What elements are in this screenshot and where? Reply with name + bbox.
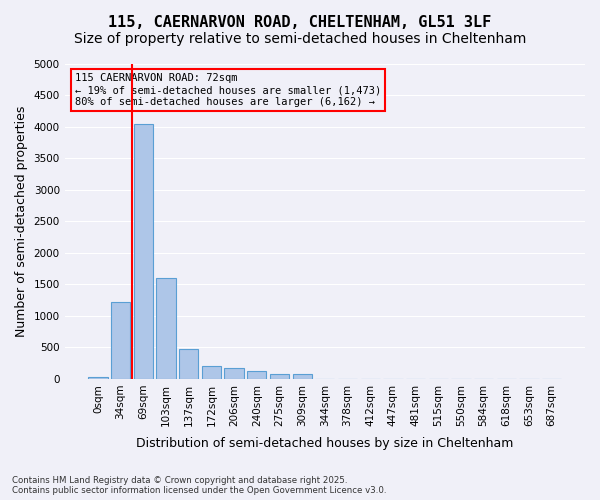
Bar [157,278,176,379]
Bar [224,368,244,379]
Bar [293,374,312,379]
Bar [247,372,266,379]
Bar [88,377,107,379]
Bar [134,124,153,379]
Text: Size of property relative to semi-detached houses in Cheltenham: Size of property relative to semi-detach… [74,32,526,46]
X-axis label: Distribution of semi-detached houses by size in Cheltenham: Distribution of semi-detached houses by … [136,437,514,450]
Bar [111,302,130,379]
Text: 115, CAERNARVON ROAD, CHELTENHAM, GL51 3LF: 115, CAERNARVON ROAD, CHELTENHAM, GL51 3… [109,15,491,30]
Bar [270,374,289,379]
Bar [179,350,199,379]
Text: Contains HM Land Registry data © Crown copyright and database right 2025.
Contai: Contains HM Land Registry data © Crown c… [12,476,386,495]
Bar [202,366,221,379]
Text: 115 CAERNARVON ROAD: 72sqm
← 19% of semi-detached houses are smaller (1,473)
80%: 115 CAERNARVON ROAD: 72sqm ← 19% of semi… [75,74,382,106]
Y-axis label: Number of semi-detached properties: Number of semi-detached properties [15,106,28,337]
